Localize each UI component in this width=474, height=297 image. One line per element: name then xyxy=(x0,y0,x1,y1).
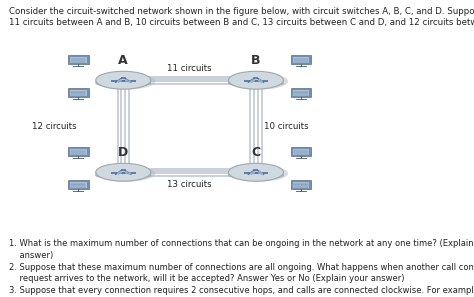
Bar xyxy=(292,57,310,63)
Bar xyxy=(70,182,87,188)
Text: B: B xyxy=(251,54,261,67)
Bar xyxy=(68,147,89,156)
Bar xyxy=(68,88,89,97)
Ellipse shape xyxy=(228,172,283,179)
Bar xyxy=(244,172,268,174)
Ellipse shape xyxy=(228,71,283,89)
Bar xyxy=(291,180,311,189)
Text: 1. What is the maximum number of connections that can be ongoing in the network : 1. What is the maximum number of connect… xyxy=(9,239,474,297)
Bar xyxy=(292,182,310,188)
Ellipse shape xyxy=(95,73,155,90)
Text: D: D xyxy=(118,146,128,159)
Bar xyxy=(70,90,87,96)
Bar xyxy=(291,88,311,97)
Bar xyxy=(292,149,310,155)
Bar xyxy=(244,80,268,82)
Ellipse shape xyxy=(96,163,151,181)
Text: 13 circuits: 13 circuits xyxy=(167,180,212,189)
Bar xyxy=(70,57,87,63)
Ellipse shape xyxy=(96,172,151,179)
Bar xyxy=(291,147,311,156)
Ellipse shape xyxy=(96,71,151,89)
Text: 12 circuits: 12 circuits xyxy=(32,122,77,131)
Ellipse shape xyxy=(228,80,283,87)
Text: C: C xyxy=(251,146,261,159)
Text: Consider the circuit-switched network shown in the figure below, with circuit sw: Consider the circuit-switched network sh… xyxy=(9,7,474,27)
Bar xyxy=(111,80,136,82)
Ellipse shape xyxy=(228,163,283,181)
Ellipse shape xyxy=(95,165,155,182)
Ellipse shape xyxy=(228,73,288,90)
Bar xyxy=(111,172,136,174)
Bar xyxy=(70,149,87,155)
Ellipse shape xyxy=(228,165,288,182)
Text: A: A xyxy=(118,54,128,67)
Bar xyxy=(68,180,89,189)
Text: 11 circuits: 11 circuits xyxy=(167,64,212,73)
Text: 10 circuits: 10 circuits xyxy=(264,122,309,131)
Bar xyxy=(68,55,89,64)
Bar xyxy=(292,90,310,96)
Bar xyxy=(291,55,311,64)
Ellipse shape xyxy=(96,80,151,87)
